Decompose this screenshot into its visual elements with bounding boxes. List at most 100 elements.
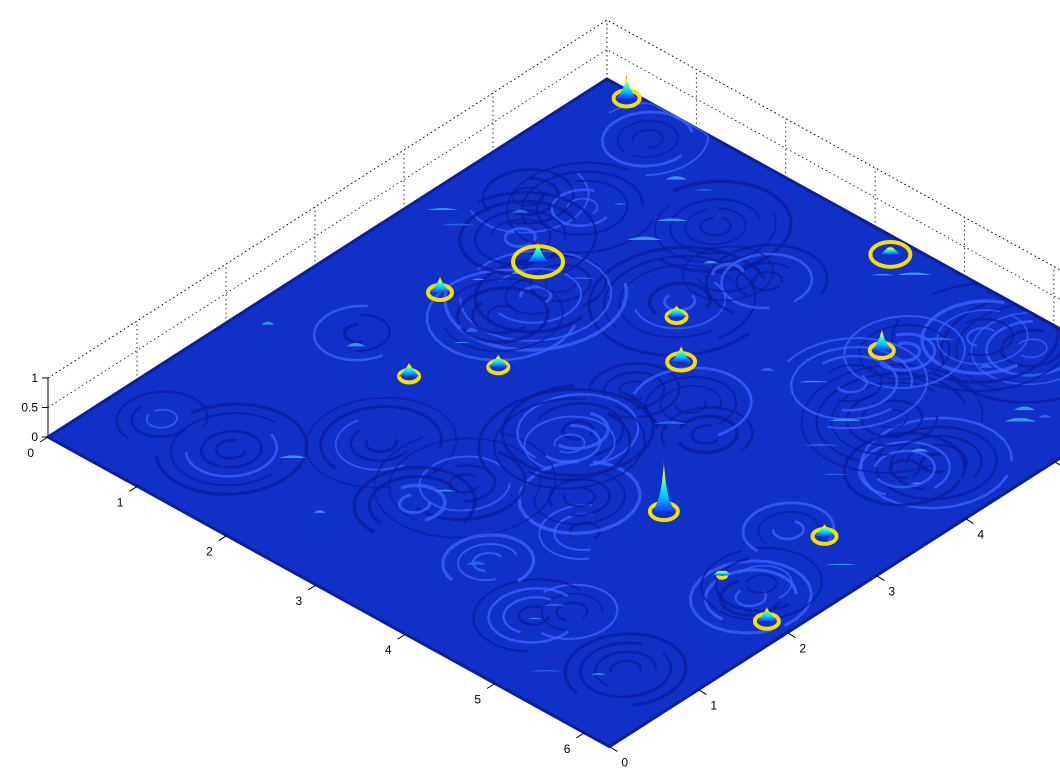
z-tick-label: 1 (31, 371, 38, 385)
surface-bump (627, 236, 662, 240)
surface-bump (828, 418, 862, 421)
x-tick-label: 6 (564, 742, 571, 756)
swirl-stroke (553, 433, 586, 454)
swirl-stroke (737, 564, 793, 599)
swirl-stroke (704, 243, 829, 314)
swirl-stroke (920, 299, 1019, 376)
swirl-stroke (771, 520, 805, 541)
swirl-stroke (470, 172, 590, 234)
peak-spike (616, 74, 638, 99)
surface-bump (529, 670, 564, 672)
swirl-stroke (878, 332, 937, 372)
swirl-stroke (668, 198, 761, 255)
swirl-stroke (966, 327, 995, 347)
peak-spike (527, 241, 549, 262)
swirl-stroke (456, 464, 497, 503)
x-tick-label: 3 (296, 594, 303, 608)
swirl-stroke (354, 313, 391, 353)
surface-bump (313, 510, 326, 513)
swirl-stroke (608, 102, 710, 177)
swirl-stroke (349, 429, 408, 462)
swirl-stroke (145, 408, 178, 429)
peak-spike (814, 523, 835, 537)
swirl-stroke (527, 412, 632, 482)
surface-bump (590, 672, 607, 675)
swirl-stroke (456, 542, 518, 582)
swirl-stroke (558, 411, 610, 451)
surface-bump (798, 380, 829, 383)
swirl-stroke (830, 381, 935, 456)
x-tick (39, 436, 49, 443)
swirl-stroke (634, 281, 726, 330)
swirl-stroke (533, 471, 626, 526)
swirl-stroke (563, 632, 688, 707)
swirl-stroke (616, 120, 679, 158)
surface-bump (1013, 406, 1036, 411)
peak-spike (399, 362, 420, 377)
peak-spike (880, 246, 900, 255)
x-tick-label: 4 (385, 643, 392, 657)
surface-bump (511, 209, 529, 213)
swirl-stroke (890, 282, 1060, 393)
swirl-stroke (455, 286, 550, 344)
swirl-stroke (486, 305, 519, 323)
swirl-stroke (498, 267, 583, 324)
y-tick (787, 632, 796, 639)
swirl-stroke (312, 304, 384, 362)
z-grid-line (47, 19, 1060, 379)
swirl-stroke (632, 366, 753, 437)
swirl-stroke (516, 393, 640, 467)
swirl-stroke (130, 405, 187, 439)
swirl-stroke (388, 437, 542, 522)
swirl-stroke (364, 438, 398, 454)
swirl-stroke (199, 429, 263, 469)
swirl-stroke (631, 129, 664, 149)
swirl-stroke (561, 419, 595, 441)
peak-spike (871, 328, 893, 351)
peak-5 (486, 354, 511, 376)
surface-bump (453, 341, 470, 344)
peak-spike (666, 305, 687, 317)
y-tick-label: 0 (621, 756, 628, 770)
peak-spike (671, 345, 692, 362)
surface-bump (910, 482, 923, 484)
swirl-stroke (677, 414, 739, 455)
x-tick (397, 633, 406, 640)
surface-bump (922, 337, 955, 341)
swirl-stroke (555, 601, 589, 622)
swirl-stroke (587, 362, 681, 419)
peak-spike (756, 606, 777, 622)
swirl-stroke (523, 415, 616, 470)
surface-bump (526, 617, 544, 620)
swirl-stroke (711, 262, 745, 275)
surface-bump (824, 563, 858, 566)
swirl-stroke (214, 438, 248, 460)
swirl-stroke (690, 424, 719, 445)
surface-bump (426, 208, 459, 211)
peak-spike (712, 570, 732, 576)
axis-ticks: 012345601234500.51 (21, 371, 1060, 770)
swirl-stroke (502, 596, 552, 634)
surface-bump (896, 272, 932, 275)
peak-8 (647, 459, 680, 523)
swirl-stroke (789, 345, 914, 421)
swirl-stroke (535, 179, 629, 236)
swirl-stroke (400, 483, 447, 522)
swirl-stroke (699, 216, 732, 237)
swirl-stroke (443, 278, 564, 352)
x-tick (576, 732, 585, 739)
swirl-stroke (842, 315, 967, 389)
swirl-stroke (342, 322, 363, 344)
surface-bump (703, 260, 719, 264)
x-tick-label: 5 (474, 693, 481, 707)
swirl-stroke (473, 258, 583, 334)
surface-bump (614, 202, 627, 205)
x-tick-label: 1 (117, 495, 124, 509)
swirl-stroke (888, 341, 922, 363)
y-tick (698, 689, 707, 696)
surface-bump (910, 448, 929, 452)
swirl-stroke (734, 589, 768, 608)
x-tick (307, 584, 317, 591)
surface-bump (465, 327, 478, 332)
swirl-stroke (745, 573, 778, 594)
